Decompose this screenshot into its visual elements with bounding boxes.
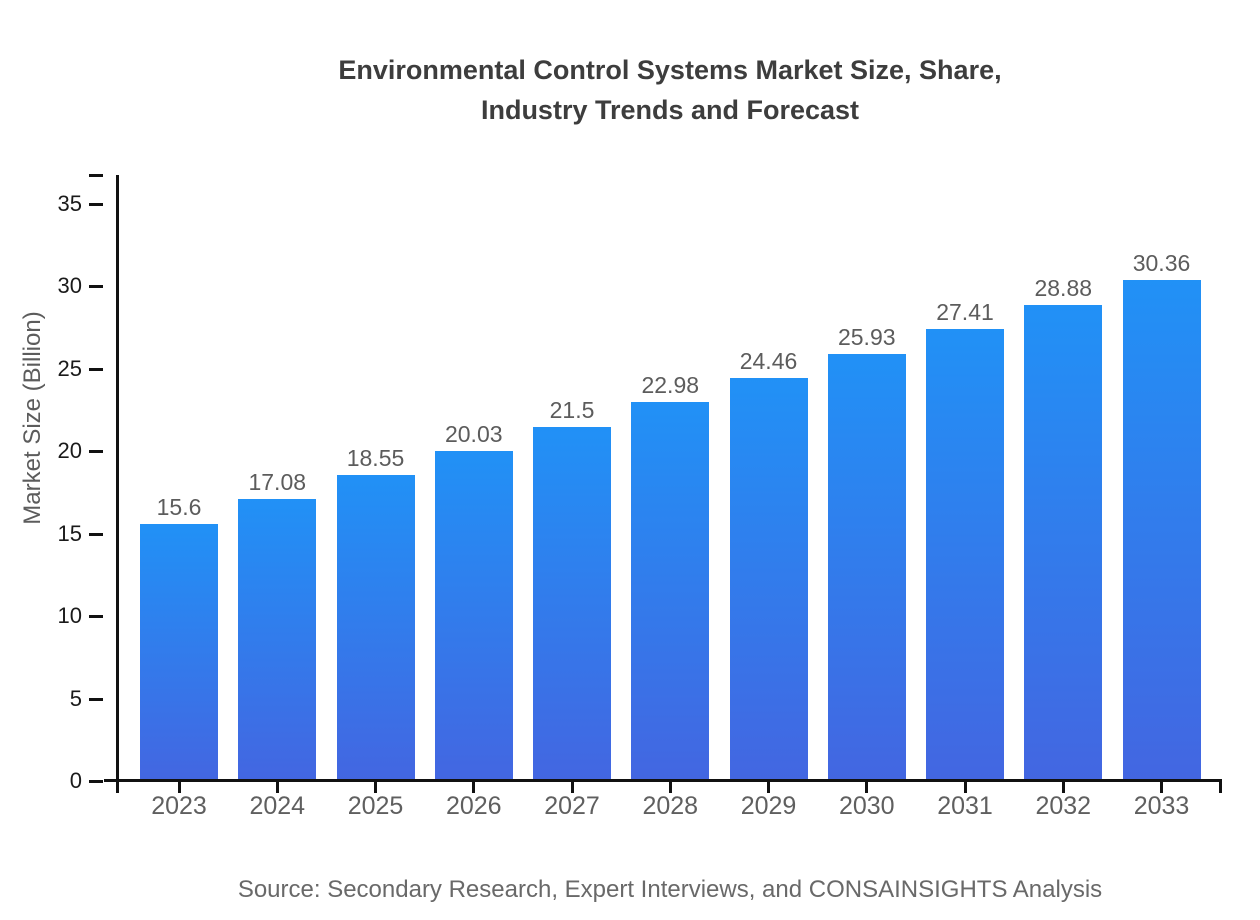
bar-value-label: 20.03: [444, 420, 503, 447]
y-tick: [89, 285, 103, 289]
bar-value-label: 25.93: [837, 323, 896, 350]
y-tick-label: 30: [57, 273, 82, 299]
y-tick: [89, 615, 103, 619]
bar: [926, 329, 1004, 781]
bar: [827, 353, 906, 781]
x-tick-label: 2026: [445, 792, 502, 820]
source-note: Source: Secondary Research, Expert Inter…: [237, 876, 1103, 903]
bar-value-label: 30.36: [1132, 250, 1191, 277]
x-tick: [668, 781, 672, 793]
y-axis-end-cap: [89, 174, 103, 177]
bar-value-label: 27.41: [936, 299, 994, 326]
bar: [729, 377, 808, 781]
x-tick: [767, 781, 770, 793]
y-tick: [89, 532, 103, 536]
bar-value-label: 18.55: [346, 445, 405, 472]
y-tick: [89, 450, 103, 454]
x-tick: [963, 781, 967, 793]
y-tick-label: 25: [57, 355, 82, 381]
y-tick-label: 20: [57, 438, 82, 464]
x-tick-label: 2028: [642, 792, 699, 820]
bar: [336, 475, 415, 781]
x-tick-label: 2027: [544, 792, 600, 820]
y-tick-label: 5: [69, 685, 82, 711]
x-tick: [472, 781, 476, 793]
x-tick: [1160, 781, 1163, 793]
bar-value-label: 28.88: [1034, 274, 1093, 301]
bar: [140, 523, 218, 781]
y-tick: [89, 367, 103, 371]
y-tick-label: 15: [57, 520, 82, 546]
x-tick: [865, 781, 869, 793]
x-tick-label: 2032: [1035, 792, 1092, 820]
bar: [238, 499, 317, 781]
bar-value-label: 21.5: [549, 396, 595, 423]
y-axis-line: [116, 175, 119, 793]
x-tick-label: 2031: [937, 792, 993, 820]
y-tick: [89, 780, 103, 783]
x-tick: [374, 781, 377, 793]
bar: [1122, 280, 1201, 781]
bar-value-label: 24.46: [739, 347, 798, 374]
chart-title: Environmental Control Systems Market Siz…: [118, 50, 1222, 130]
x-tick: [275, 781, 279, 793]
x-axis-end-tick: [1219, 781, 1222, 793]
chart-title-line2: Industry Trends and Forecast: [480, 95, 860, 125]
bar: [434, 450, 513, 781]
y-tick-label: 10: [57, 603, 82, 629]
bar: [631, 402, 710, 781]
bar-value-label: 15.6: [156, 493, 202, 520]
x-tick: [177, 781, 181, 793]
x-tick-label: 2024: [249, 792, 306, 820]
x-tick-label: 2033: [1133, 792, 1190, 820]
x-axis-line: [104, 779, 1222, 782]
y-tick: [89, 697, 103, 701]
y-tick: [89, 203, 103, 206]
x-tick-label: 2029: [740, 792, 797, 820]
bar: [1024, 304, 1103, 781]
x-tick-label: 2023: [151, 792, 207, 820]
y-tick-label: 0: [69, 768, 82, 793]
x-tick-label: 2030: [838, 792, 895, 820]
chart-title-line1: Environmental Control Systems Market Siz…: [338, 55, 1002, 85]
bar-value-label: 17.08: [248, 469, 307, 496]
bar-value-label: 22.98: [641, 372, 700, 399]
x-tick-label: 2025: [347, 792, 404, 820]
x-tick: [1061, 781, 1065, 793]
x-tick: [570, 781, 574, 793]
bar: [533, 426, 611, 781]
y-tick-label: 35: [57, 191, 82, 216]
